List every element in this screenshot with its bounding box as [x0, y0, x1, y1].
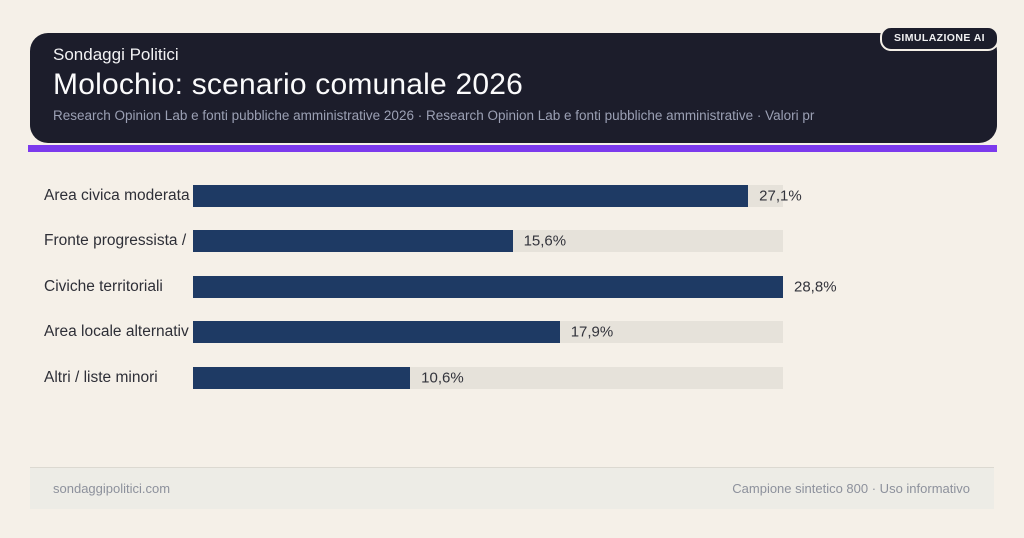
bar-category-label: Fronte progressista / — [44, 232, 187, 250]
chart-row: Altri / liste minori 10,6% — [0, 355, 1024, 401]
ai-simulation-badge: SIMULAZIONE AI — [880, 26, 999, 51]
page-subtitle: Research Opinion Lab e fonti pubbliche a… — [53, 108, 815, 123]
bar-value-label: 27,1% — [759, 187, 802, 205]
bar-category-label: Area locale alternativ — [44, 323, 189, 341]
chart-row: Area locale alternativ 17,9% — [0, 310, 1024, 356]
bar-value-label: 28,8% — [794, 278, 837, 296]
chart-row: Civiche territoriali 28,8% — [0, 264, 1024, 310]
bar-track: 10,6% — [193, 366, 783, 389]
chart-row: Area civica moderata 27,1% — [0, 173, 1024, 219]
bar-fill — [193, 184, 749, 207]
footer-source: sondaggipolitici.com — [53, 481, 171, 496]
chart-row: Fronte progressista / 15,6% — [0, 219, 1024, 265]
bar-track: 17,9% — [193, 321, 783, 344]
bar-track: 28,8% — [193, 275, 837, 298]
bar-value-label: 17,9% — [570, 323, 614, 341]
footer-note: Campione sintetico 800 · Uso informativo — [732, 481, 970, 496]
footer: sondaggipolitici.com Campione sintetico … — [30, 467, 994, 509]
bar-fill — [193, 366, 411, 389]
bar-value-label: 15,6% — [523, 232, 567, 250]
bar-category-label: Civiche territoriali — [44, 277, 163, 295]
bar-fill — [193, 275, 783, 298]
bar-fill — [193, 321, 560, 344]
bar-track: 15,6% — [193, 230, 783, 253]
bar-track: 27,1% — [193, 184, 802, 207]
bar-value-label: 10,6% — [421, 369, 464, 387]
site-name: Sondaggi Politici — [53, 45, 179, 64]
header-card: Sondaggi Politici Molochio: scenario com… — [30, 26, 999, 143]
bar-category-label: Altri / liste minori — [44, 368, 158, 386]
bar-category-label: Area civica moderata — [44, 186, 190, 204]
accent-divider — [28, 145, 997, 152]
bar-chart: Area civica moderata 27,1% Fronte progress… — [0, 173, 1024, 401]
page-title: Molochio: scenario comunale 2026 — [53, 68, 524, 101]
bar-fill — [193, 230, 513, 253]
